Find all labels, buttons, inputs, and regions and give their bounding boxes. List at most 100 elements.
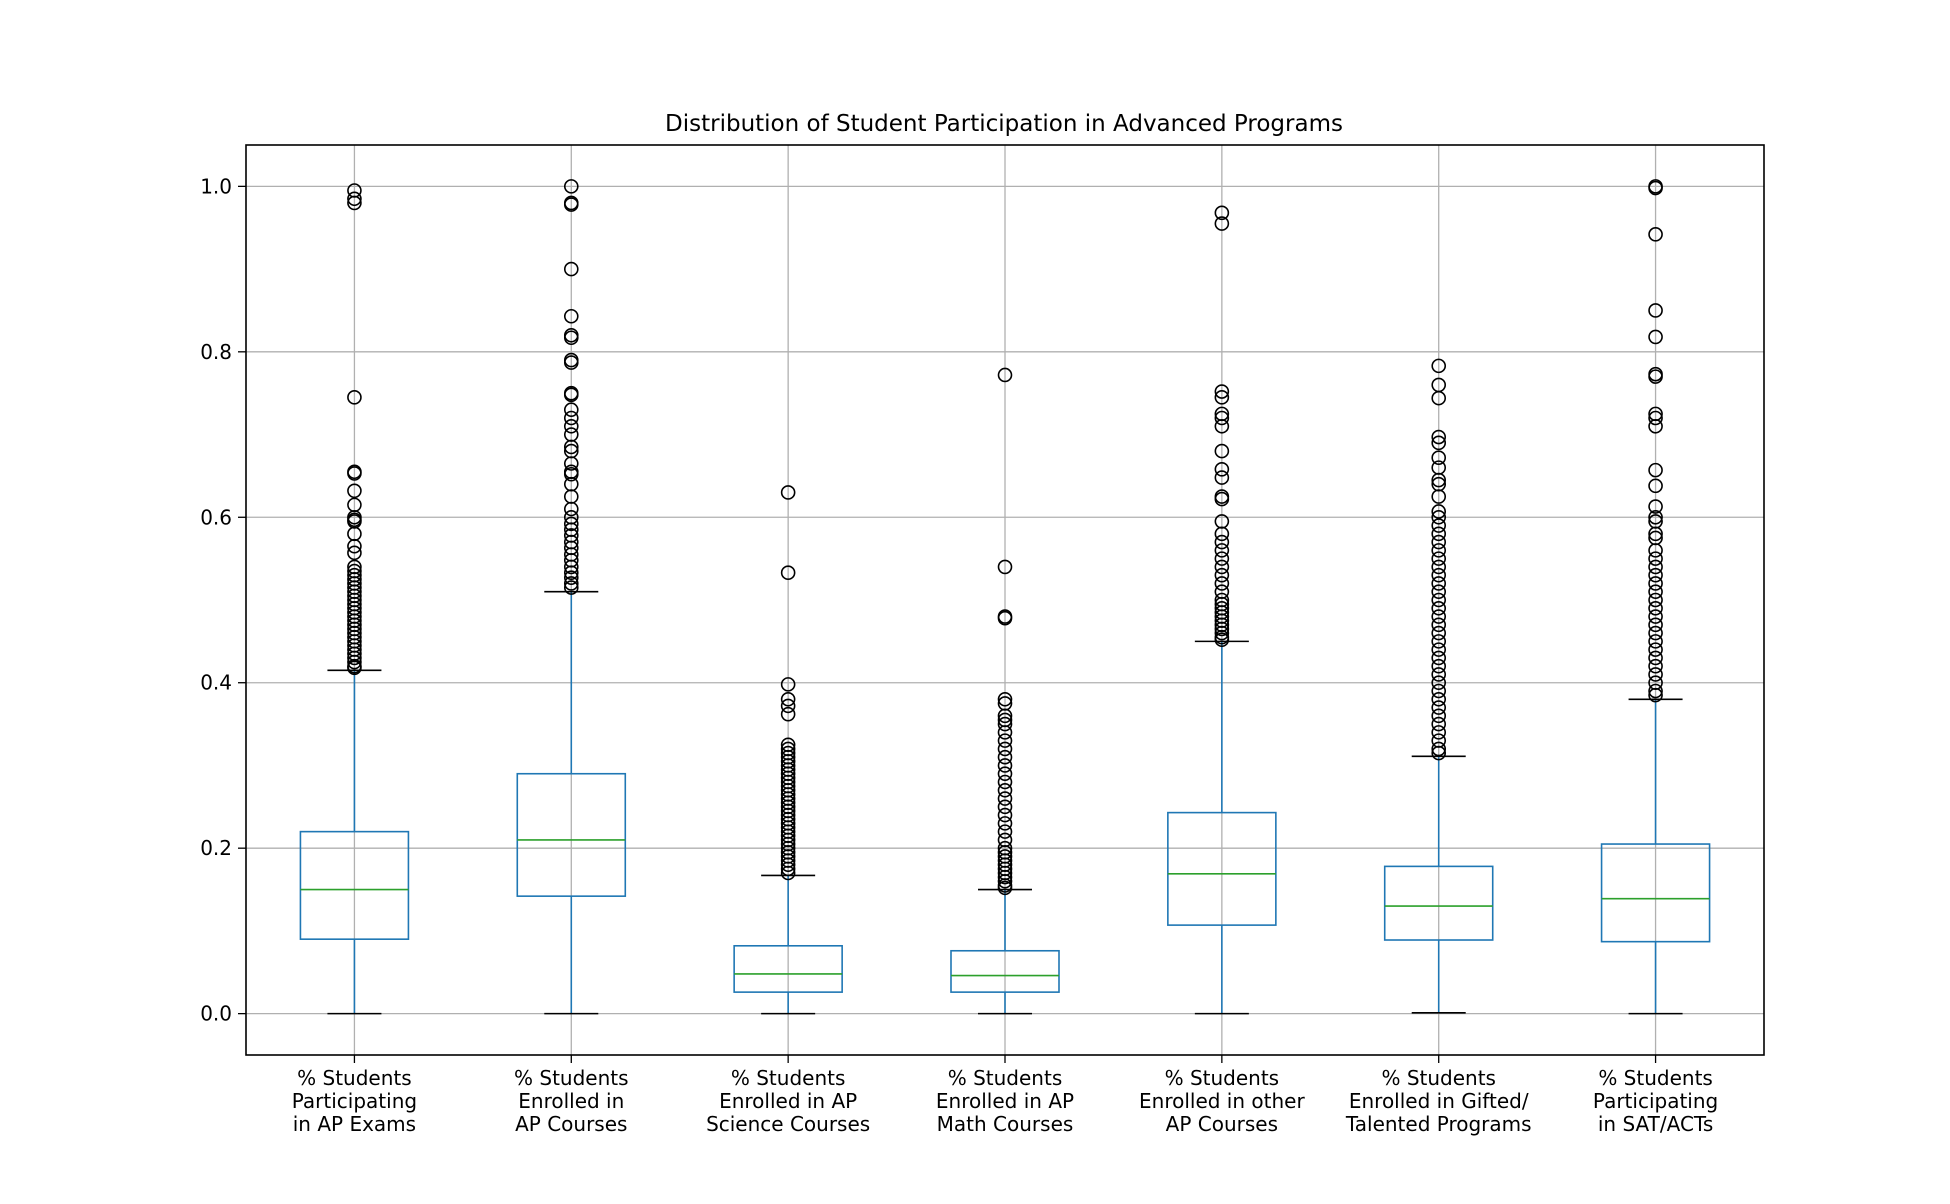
- x-tick-label-line: AP Courses: [1166, 1112, 1278, 1136]
- outlier-point: [1648, 551, 1663, 566]
- iqr-box: [299, 830, 410, 940]
- outlier-point: [1648, 642, 1663, 657]
- outlier-point: [1431, 625, 1447, 641]
- outlier-point: [1214, 551, 1230, 566]
- outlier-point: [563, 308, 579, 324]
- outlier-point: [1648, 509, 1663, 525]
- outlier-point: [1214, 390, 1230, 405]
- outlier-point: [1431, 584, 1447, 600]
- iqr-box: [1167, 811, 1277, 926]
- outlier-point: [1214, 632, 1230, 648]
- outlier-point: [347, 483, 362, 499]
- outlier-point: [1648, 499, 1663, 514]
- outlier-point: [1431, 518, 1447, 533]
- x-tick-label-line: % Students: [297, 1066, 412, 1090]
- outlier-point: [1648, 687, 1663, 703]
- outlier-point: [1431, 390, 1447, 406]
- outlier-point: [1431, 600, 1447, 616]
- outlier-point: [1648, 462, 1663, 478]
- outlier-point: [563, 565, 579, 581]
- outlier-point: [1431, 543, 1447, 558]
- box-group: [1167, 205, 1277, 1015]
- outlier-point: [997, 799, 1013, 815]
- outlier-point: [1648, 634, 1663, 649]
- outlier-point: [1431, 358, 1447, 374]
- outlier-point: [563, 501, 579, 517]
- outlier-point: [997, 869, 1013, 885]
- box-group: [950, 367, 1060, 1015]
- outlier-point: [563, 261, 579, 277]
- outlier-point: [997, 758, 1013, 773]
- outlier-point: [1214, 443, 1230, 459]
- x-tick-label-line: Participating: [292, 1089, 417, 1113]
- outlier-point: [1214, 534, 1230, 550]
- x-tick-label-line: % Students: [948, 1066, 1063, 1090]
- outlier-point: [563, 456, 579, 471]
- outlier-point: [1214, 491, 1230, 507]
- outlier-point: [347, 545, 362, 561]
- outlier-point: [780, 677, 796, 692]
- outlier-point: [1431, 691, 1447, 707]
- outlier-point: [1431, 708, 1447, 724]
- outlier-point: [1214, 418, 1230, 434]
- outlier-point: [1214, 567, 1230, 583]
- outlier-point: [1431, 650, 1447, 666]
- x-tick-label: % Students Enrolled in Gifted/Talented Pr…: [1345, 1066, 1532, 1136]
- outlier-point: [1431, 609, 1447, 624]
- y-axis: 0.0 0.2 0.4 0.6 0.8 1.0: [200, 174, 246, 1026]
- outlier-point: [1214, 216, 1230, 231]
- chart-title: Distribution of Student Participation in…: [665, 111, 1343, 137]
- outlier-point: [563, 355, 579, 370]
- box-group: [299, 183, 410, 1015]
- x-tick-label-line: Enrolled in AP: [719, 1089, 857, 1113]
- outlier-point: [997, 691, 1013, 707]
- outlier-point: [347, 390, 362, 405]
- x-tick-label: % Students Enrolled in other AP Courses: [1139, 1066, 1305, 1136]
- outlier-point: [1431, 741, 1447, 757]
- x-tick-label-line: % Students: [731, 1066, 846, 1090]
- outlier-point: [1648, 617, 1663, 633]
- x-tick-label: % Students Participating in AP Exams: [292, 1066, 417, 1136]
- outlier-point: [1431, 683, 1447, 699]
- x-tick-label-line: Science Courses: [706, 1112, 870, 1136]
- outlier-point: [997, 749, 1013, 765]
- y-tick-label: 0.8: [200, 340, 232, 364]
- outlier-point: [1431, 700, 1447, 715]
- x-tick-label-line: Participating: [1593, 1089, 1718, 1113]
- outlier-point: [997, 733, 1013, 748]
- x-tick-label-line: % Students: [1381, 1066, 1496, 1090]
- outlier-point: [1431, 675, 1447, 691]
- outlier-point: [780, 706, 796, 722]
- outlier-point: [563, 197, 579, 212]
- outlier-point: [1431, 504, 1447, 519]
- outlier-point: [1431, 435, 1447, 451]
- outlier-point: [1648, 592, 1663, 608]
- outlier-point: [997, 725, 1013, 740]
- outlier-point: [1214, 410, 1230, 426]
- x-tick-label: % Students Participating in SAT/ACTs: [1593, 1066, 1718, 1136]
- outlier-point: [1431, 592, 1447, 608]
- outlier-point: [997, 807, 1013, 823]
- outlier-point: [1431, 642, 1447, 657]
- outlier-point: [997, 782, 1013, 798]
- outlier-point: [997, 708, 1013, 724]
- x-tick-label: % Students Enrolled in AP Courses: [514, 1066, 629, 1136]
- outlier-point: [1648, 683, 1663, 699]
- x-tick-label-line: % Students: [1598, 1066, 1713, 1090]
- outlier-point: [1431, 534, 1447, 550]
- outlier-point: [1431, 658, 1447, 674]
- outlier-point: [1214, 559, 1230, 575]
- outlier-point: [1214, 621, 1230, 637]
- outlier-point: [780, 865, 796, 881]
- outlier-point: [1431, 450, 1447, 466]
- outlier-point: [1431, 567, 1447, 583]
- box-group: [1383, 358, 1494, 1014]
- outlier-point: [1431, 526, 1447, 542]
- x-tick-label-line: Enrolled in other: [1139, 1089, 1305, 1113]
- outlier-point: [997, 873, 1013, 889]
- outlier-point: [1214, 625, 1230, 641]
- outlier-point: [1648, 329, 1663, 345]
- outlier-point: [1431, 745, 1447, 761]
- box-group: [516, 179, 627, 1015]
